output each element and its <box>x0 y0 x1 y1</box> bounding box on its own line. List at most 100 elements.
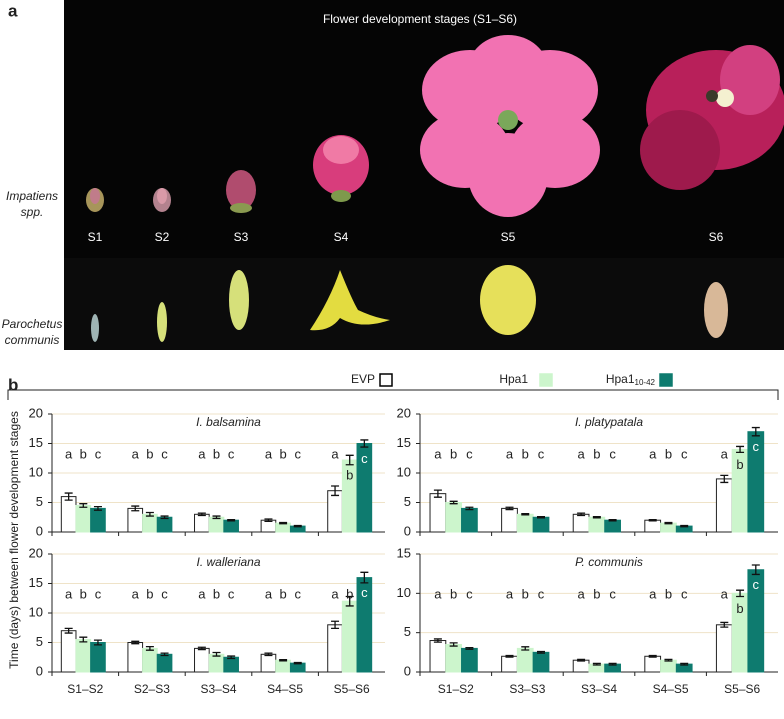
significance-letter: b <box>736 601 743 616</box>
significance-letter: a <box>434 587 442 602</box>
error-bar <box>360 571 369 584</box>
legend-swatch <box>379 373 393 387</box>
significance-letter: a <box>65 447 73 462</box>
stage-label: S2 <box>155 230 170 244</box>
chart-title: I. walleriana <box>196 555 260 569</box>
significance-letter: b <box>736 457 743 472</box>
error-bar <box>360 439 369 448</box>
significance-letter: a <box>265 447 273 462</box>
x-tick-label: S3–S4 <box>200 682 236 696</box>
significance-letter: b <box>593 447 600 462</box>
error-bar <box>131 640 140 645</box>
error-bar <box>751 564 760 576</box>
significance-letter: c <box>753 577 760 592</box>
photo-row <box>64 258 784 350</box>
error-bar <box>521 646 530 651</box>
legend-label: Hpa1 <box>606 372 635 386</box>
significance-letter: c <box>228 587 235 602</box>
significance-letter: b <box>346 587 353 602</box>
chart-title: I. platypatala <box>575 415 643 429</box>
bar <box>75 639 92 673</box>
significance-letter: b <box>279 447 286 462</box>
significance-letter: a <box>132 587 140 602</box>
bar <box>208 653 225 673</box>
error-bar <box>521 513 530 516</box>
error-bar <box>680 662 689 666</box>
significance-letter: c <box>609 587 616 602</box>
bud-s1 <box>86 188 104 212</box>
x-tick-label: S5–S6 <box>334 682 370 696</box>
bar <box>327 624 343 673</box>
significance-letter: b <box>146 447 153 462</box>
error-bar <box>505 506 514 511</box>
bar <box>501 655 518 673</box>
species-label: communis <box>5 333 60 347</box>
bar <box>223 519 239 533</box>
legend-label: Hpa1 <box>499 372 528 386</box>
legend-swatch <box>539 373 553 387</box>
significance-letter: c <box>95 447 102 462</box>
error-bar <box>592 662 601 666</box>
panel-label: a <box>8 1 18 20</box>
significance-letter: c <box>681 587 688 602</box>
error-bar <box>736 445 745 453</box>
error-bar <box>648 654 657 658</box>
error-bar <box>345 595 354 607</box>
stage-label: S3 <box>234 230 249 244</box>
bar <box>429 493 447 533</box>
bar <box>75 504 92 533</box>
significance-letter: b <box>213 447 220 462</box>
significance-letter: b <box>450 587 457 602</box>
bar <box>461 507 478 533</box>
y-tick-label: 20 <box>397 405 411 420</box>
significance-letter: b <box>80 447 87 462</box>
bar <box>445 643 463 673</box>
bud-s2 <box>153 188 171 212</box>
error-bar <box>720 474 729 484</box>
bar <box>127 642 144 673</box>
bar <box>660 522 677 533</box>
error-bar <box>93 639 102 646</box>
bar <box>142 513 158 533</box>
significance-letter: a <box>198 447 206 462</box>
error-bar <box>279 658 288 662</box>
significance-letter: a <box>577 447 585 462</box>
x-tick-label: S1–S2 <box>438 682 474 696</box>
significance-letter: a <box>721 447 729 462</box>
photo-title: Flower development stages (S1–S6) <box>323 12 517 26</box>
significance-letter: b <box>213 587 220 602</box>
x-tick-label: S2–S3 <box>134 682 170 696</box>
bar <box>588 516 606 533</box>
error-bar <box>160 515 169 520</box>
x-tick-label: S5–S6 <box>724 682 760 696</box>
panel-label: b <box>8 375 18 394</box>
bar <box>461 647 478 673</box>
bar <box>715 624 733 673</box>
bar <box>275 522 291 533</box>
significance-letter: c <box>161 587 168 602</box>
y-tick-label: 5 <box>36 634 43 649</box>
y-tick-label: 20 <box>29 405 43 420</box>
bar <box>194 647 210 673</box>
y-axis-label: Time (days) between flower development s… <box>7 411 21 669</box>
y-tick-label: 0 <box>36 523 43 538</box>
stage-label: S4 <box>334 230 349 244</box>
y-tick-label: 15 <box>397 545 411 560</box>
species-label: Parochetus <box>2 317 63 331</box>
significance-letter: c <box>538 587 545 602</box>
error-bar <box>264 518 273 523</box>
significance-letter: b <box>522 587 529 602</box>
error-bar <box>537 516 546 519</box>
significance-letter: a <box>649 447 657 462</box>
significance-letter: c <box>361 451 368 466</box>
bar <box>142 647 158 673</box>
legend-bracket <box>7 389 779 400</box>
significance-letter: b <box>665 447 672 462</box>
bar <box>715 478 733 533</box>
flower-s6 <box>640 45 784 190</box>
significance-letter: c <box>753 439 760 454</box>
bar <box>208 516 225 533</box>
significance-letter: c <box>295 447 302 462</box>
significance-letter: c <box>228 447 235 462</box>
y-tick-label: 5 <box>404 494 411 509</box>
